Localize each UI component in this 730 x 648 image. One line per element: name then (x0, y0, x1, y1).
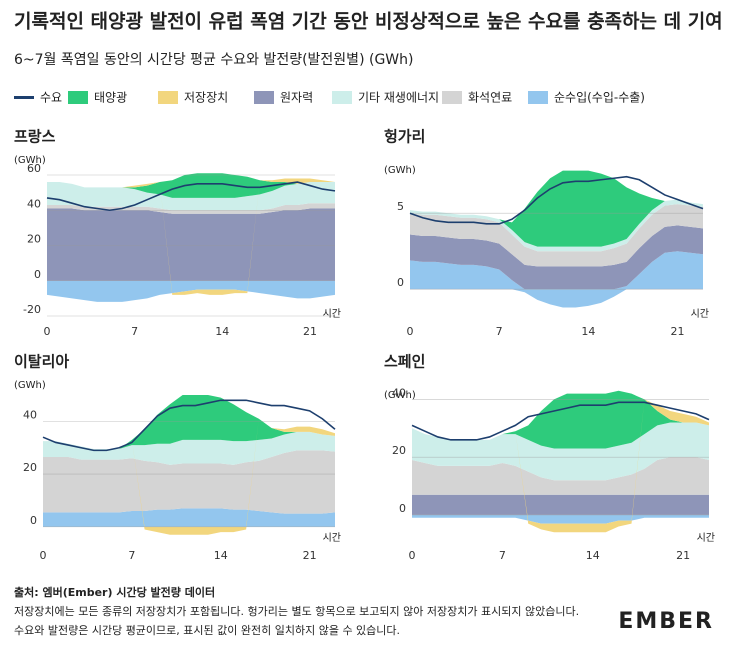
title: 기록적인 태양광 발전이 유럽 폭염 기간 동안 비정상적으로 높은 수요를 충… (14, 11, 723, 33)
x-tick-label: 0 (409, 549, 416, 562)
stack-area (47, 182, 335, 211)
x-axis-label: 시간 (697, 532, 715, 544)
y-tick-label: 60 (27, 162, 41, 175)
legend-swatch (254, 91, 274, 104)
x-axis-label: 시간 (323, 308, 341, 320)
legend-swatch (442, 91, 462, 104)
x-axis-label: 시간 (691, 308, 709, 320)
demand-line (411, 401, 710, 441)
x-tick-label: 14 (215, 325, 229, 338)
x-tick-label: 0 (407, 325, 414, 338)
y-tick-label: 0 (397, 276, 404, 289)
stack-area (410, 251, 703, 308)
stack-area (47, 203, 335, 214)
demand-line (42, 399, 336, 452)
y-axis-label: (GWh) (384, 165, 416, 176)
demand-line (409, 175, 704, 225)
stack-area (43, 508, 335, 527)
x-tick-label: 7 (131, 325, 138, 338)
panel-title: 이탈리아 (14, 353, 69, 371)
stack-area (410, 170, 703, 247)
y-tick-label: -20 (23, 303, 41, 316)
y-axis-label: (GWh) (14, 155, 46, 166)
stack-area (43, 450, 335, 514)
legend-label: 순수입(수입-수출) (554, 91, 645, 105)
demand-line (46, 181, 336, 212)
legend-swatch (68, 91, 88, 104)
stack-area (410, 199, 703, 252)
y-tick-label: 20 (23, 461, 37, 474)
x-tick-label: 7 (128, 549, 135, 562)
x-tick-label: 7 (496, 325, 503, 338)
legend-swatch (332, 91, 352, 104)
legend-swatch (528, 91, 548, 104)
legend-label: 저장장치 (184, 91, 228, 105)
note: 저장장치에는 모든 종류의 저장장치가 포함됩니다. 헝가리는 별도 항목으로 … (14, 605, 579, 618)
legend-swatch (158, 91, 178, 104)
x-tick-label: 21 (671, 325, 685, 338)
stack-area (47, 208, 335, 281)
legend-label: 원자력 (280, 91, 313, 105)
x-axis-label: 시간 (323, 532, 341, 544)
stack-area (410, 204, 703, 267)
stack-area (412, 390, 709, 449)
stack-area (43, 418, 335, 535)
y-axis-label: (GWh) (384, 390, 416, 401)
stack-area (412, 494, 709, 515)
x-tick-label: 21 (303, 325, 317, 338)
note: 수요와 발전량은 시간당 평균이므로, 표시된 값이 완전히 일치하지 않을 수… (14, 623, 400, 637)
y-tick-label: 5 (397, 200, 404, 213)
x-tick-label: 0 (40, 549, 47, 562)
panel-title: 헝가리 (384, 128, 425, 146)
y-tick-label: 0 (399, 502, 406, 515)
y-tick-label: 40 (23, 408, 37, 421)
x-tick-label: 7 (499, 549, 506, 562)
stack-area (47, 173, 335, 198)
stack-area (43, 431, 335, 465)
panel-title: 스페인 (384, 353, 425, 371)
y-tick-label: 0 (30, 514, 37, 527)
y-tick-label: 40 (392, 386, 406, 399)
x-tick-label: 14 (586, 549, 600, 562)
stack-area (412, 514, 709, 524)
x-tick-label: 21 (303, 549, 317, 562)
legend-label: 기타 재생에너지 (358, 91, 439, 105)
stack-area (410, 225, 703, 290)
stack-area (412, 422, 709, 481)
y-tick-label: 40 (27, 197, 41, 210)
stack-area (47, 280, 335, 302)
x-tick-label: 21 (676, 549, 690, 562)
logo: EMBER (618, 609, 714, 634)
legend-label: 수요 (40, 91, 62, 105)
stack-area (43, 395, 335, 450)
stack-area (412, 457, 709, 495)
x-tick-label: 14 (214, 549, 228, 562)
y-axis-label: (GWh) (14, 380, 46, 391)
y-tick-label: 20 (392, 444, 406, 457)
y-tick-label: 0 (34, 268, 41, 281)
legend-swatch (14, 96, 34, 99)
y-tick-label: 20 (27, 233, 41, 246)
panel-title: 프랑스 (14, 128, 56, 146)
x-tick-label: 0 (44, 325, 51, 338)
legend-label: 화석연료 (468, 91, 512, 105)
source: 출처: 엠버(Ember) 시간당 발전량 데이터 (14, 585, 215, 599)
subtitle: 6~7월 폭염일 동안의 시간당 평균 수요와 발전량(발전원별) (GWh) (14, 52, 413, 68)
x-tick-label: 14 (581, 325, 595, 338)
legend-label: 태양광 (94, 91, 127, 105)
